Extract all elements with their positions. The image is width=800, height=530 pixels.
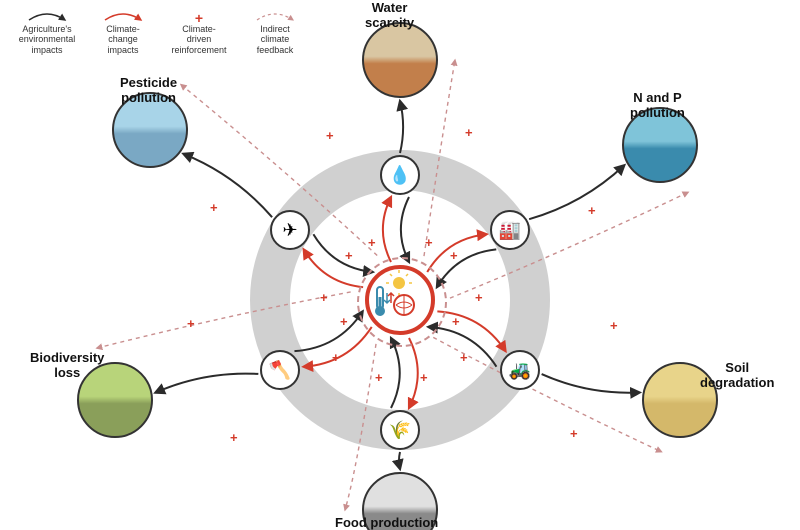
outer-label-water: Water scarcity (365, 0, 414, 30)
indirect-plus: + (230, 430, 238, 445)
indirect-plus: + (187, 316, 195, 331)
outer-label-soil: Soil degradation (700, 360, 774, 390)
reinforce-plus: + (420, 370, 428, 385)
reinforce-plus: + (452, 314, 460, 329)
reinforce-plus: + (475, 290, 483, 305)
outer-label-bio: Biodiversity loss (30, 350, 104, 380)
mid-node-m_np: 🏭 (490, 210, 530, 250)
m_soil-icon: 🚜 (509, 361, 531, 379)
mid-node-m_water: 💧 (380, 155, 420, 195)
m_pest-icon: ✈ (282, 221, 297, 239)
reinforce-plus: + (375, 370, 383, 385)
outer-label-np: N and P pollution (630, 90, 685, 120)
reinforce-plus: + (368, 235, 376, 250)
reinforce-plus: + (320, 290, 328, 305)
indirect-plus: + (465, 125, 473, 140)
indirect-plus: + (210, 200, 218, 215)
reinforce-plus: + (340, 314, 348, 329)
m_food-icon: 🌾 (389, 421, 411, 439)
m_water-icon: 💧 (389, 166, 411, 184)
m_np-icon: 🏭 (499, 221, 521, 239)
mid-node-m_soil: 🚜 (500, 350, 540, 390)
mid-node-m_food: 🌾 (380, 410, 420, 450)
mid-node-m_bio: 🪓 (260, 350, 300, 390)
indirect-plus: + (610, 318, 618, 333)
outer-label-food: Food production (335, 515, 438, 530)
center-dashed-ring (357, 257, 447, 347)
indirect-plus: + (326, 128, 334, 143)
m_bio-icon: 🪓 (269, 361, 291, 379)
reinforce-plus: + (460, 350, 468, 365)
reinforce-plus: + (450, 248, 458, 263)
indirect-plus: + (570, 426, 578, 441)
reinforce-plus: + (332, 350, 340, 365)
indirect-plus: + (588, 203, 596, 218)
reinforce-plus: + (425, 235, 433, 250)
reinforce-plus: + (345, 248, 353, 263)
mid-node-m_pest: ✈ (270, 210, 310, 250)
diagram-stage: Agriculture's environmental impacts Clim… (0, 0, 800, 530)
outer-label-pest: Pesticide pollution (120, 75, 177, 105)
outer-node-water (362, 22, 438, 98)
